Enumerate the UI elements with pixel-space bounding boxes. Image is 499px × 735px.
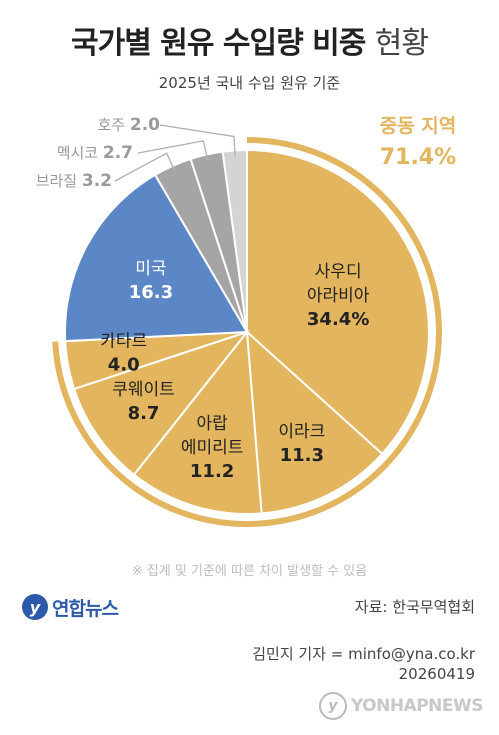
- group-value: 71.4%: [380, 145, 456, 170]
- watermark-text: YONHAPNEWS: [351, 696, 483, 716]
- yonhap-logo-text: 연합뉴스: [52, 594, 118, 621]
- outside-slice-label: 브라질 3.2: [36, 171, 112, 191]
- source-text: 자료: 한국무역협회: [355, 596, 475, 617]
- footnote: ※ 집계 및 기준에 따른 차이 발생할 수 있음: [0, 560, 499, 579]
- outside-slice-label: 멕시코 2.7: [57, 143, 133, 163]
- date-text: 20260419: [399, 665, 475, 683]
- yonhap-logo-icon: y: [22, 594, 48, 620]
- outside-slice-label: 호주 2.0: [98, 115, 161, 135]
- slice-label: 사우디 아라비아 34.4%: [307, 262, 370, 330]
- reporter-credit: 김민지 기자 = minfo@yna.co.kr: [252, 643, 475, 664]
- watermark: y YONHAPNEWS: [319, 692, 483, 720]
- group-name: 중동 지역: [380, 115, 457, 137]
- watermark-icon: y: [319, 692, 347, 720]
- yonhap-logo: y 연합뉴스: [22, 592, 118, 622]
